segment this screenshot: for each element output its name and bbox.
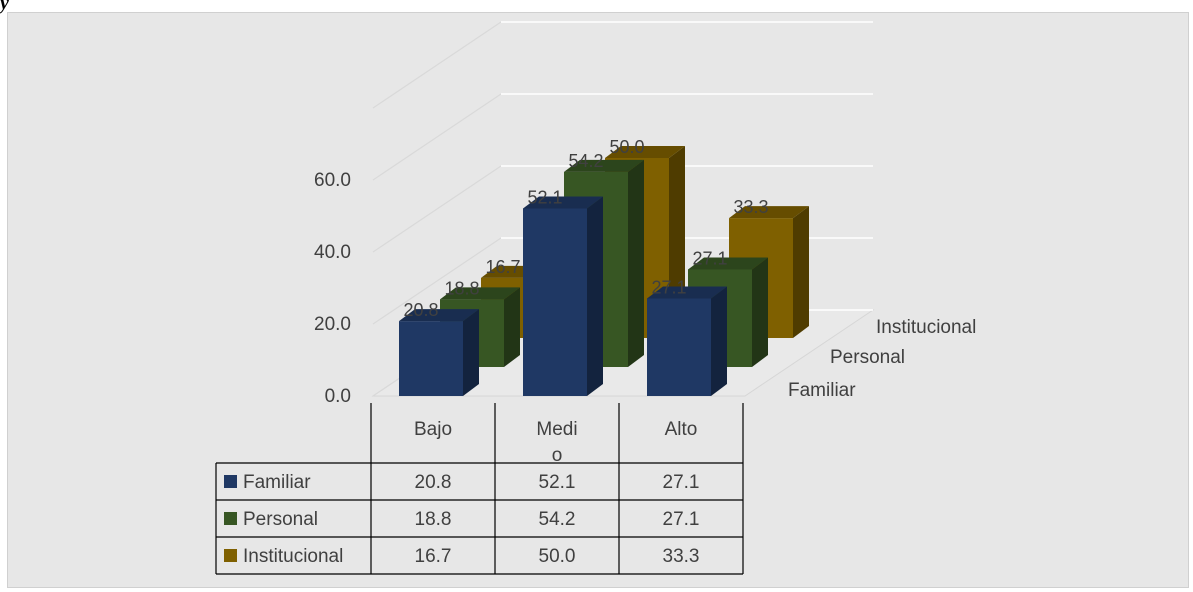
y-tick-label: 60.0 xyxy=(314,170,351,191)
table-cell-value: 52.1 xyxy=(539,472,576,493)
gridline-side xyxy=(372,21,502,109)
bar-top xyxy=(647,286,727,299)
series-axis-label: Familiar xyxy=(788,380,856,401)
table-header-cell: Medi xyxy=(536,419,577,440)
data-label: 16.7 xyxy=(485,257,520,277)
bar-top xyxy=(688,257,768,270)
gridline-side xyxy=(372,93,502,181)
bar-side xyxy=(793,206,809,338)
chart-svg: 0.0 20.0 40.0 60.0 Familiar Personal Instituci… xyxy=(215,21,976,575)
y-tick-label: 0.0 xyxy=(325,386,351,407)
bar xyxy=(647,286,727,396)
bar-top xyxy=(523,196,603,209)
data-label: 50.0 xyxy=(609,137,644,157)
table-header-cell: Bajo xyxy=(414,419,452,440)
bar-front xyxy=(523,208,587,396)
table-cell-value: 50.0 xyxy=(539,546,576,567)
gridline-side xyxy=(372,165,502,253)
bar-side xyxy=(587,196,603,396)
data-label: 18.8 xyxy=(444,278,479,298)
data-table: Bajo Medi o Alto Familiar 20.8 52.1 27.1 Persona… xyxy=(215,403,744,575)
bar-side xyxy=(463,309,479,396)
bar-front xyxy=(647,298,711,396)
bars-group xyxy=(399,146,809,396)
bar-side xyxy=(752,257,768,367)
legend-swatch xyxy=(224,549,237,562)
data-label: 54.2 xyxy=(568,151,603,171)
legend-swatch xyxy=(224,512,237,525)
bar-side xyxy=(711,286,727,396)
bar-top xyxy=(605,146,685,158)
table-header-cell: Alto xyxy=(665,419,698,440)
chart-area: 0.0 20.0 40.0 60.0 Familiar Personal Instituci… xyxy=(7,12,1189,588)
bar-top xyxy=(440,287,520,300)
data-label: 52.1 xyxy=(527,187,562,207)
bar-front xyxy=(399,321,463,396)
table-header-cell: o xyxy=(552,445,563,466)
table-row-label: Familiar xyxy=(243,472,311,493)
bar-top xyxy=(399,309,479,322)
data-label: 27.1 xyxy=(651,277,686,297)
series-axis-label: Personal xyxy=(830,347,905,368)
figure-caption: ÿ xyxy=(0,0,9,14)
bar-side xyxy=(628,159,644,367)
table-cell-value: 16.7 xyxy=(415,546,452,567)
data-labels-group: 16.7 50.0 33.3 18.8 54.2 27.1 20.8 52.1 27.1 xyxy=(403,137,768,320)
table-cell-value: 20.8 xyxy=(415,472,452,493)
table-row-label: Institucional xyxy=(243,546,343,567)
bar xyxy=(523,196,603,396)
table-row-label: Personal xyxy=(243,509,318,530)
data-label: 20.8 xyxy=(403,300,438,320)
gridline-side xyxy=(372,237,502,325)
y-tick-label: 20.0 xyxy=(314,314,351,335)
table-cell-value: 33.3 xyxy=(663,546,700,567)
bar-side xyxy=(504,287,520,367)
series-axis-label: Institucional xyxy=(876,317,976,338)
table-cell-value: 18.8 xyxy=(415,509,452,530)
table-cell-value: 27.1 xyxy=(663,472,700,493)
bar-top xyxy=(729,206,809,219)
table-cell-value: 27.1 xyxy=(663,509,700,530)
data-label: 27.1 xyxy=(692,248,727,268)
data-label: 33.3 xyxy=(733,197,768,217)
bar xyxy=(399,309,479,396)
table-cell-value: 54.2 xyxy=(539,509,576,530)
legend-swatch xyxy=(224,475,237,488)
bar-top xyxy=(564,159,644,172)
y-tick-label: 40.0 xyxy=(314,242,351,263)
